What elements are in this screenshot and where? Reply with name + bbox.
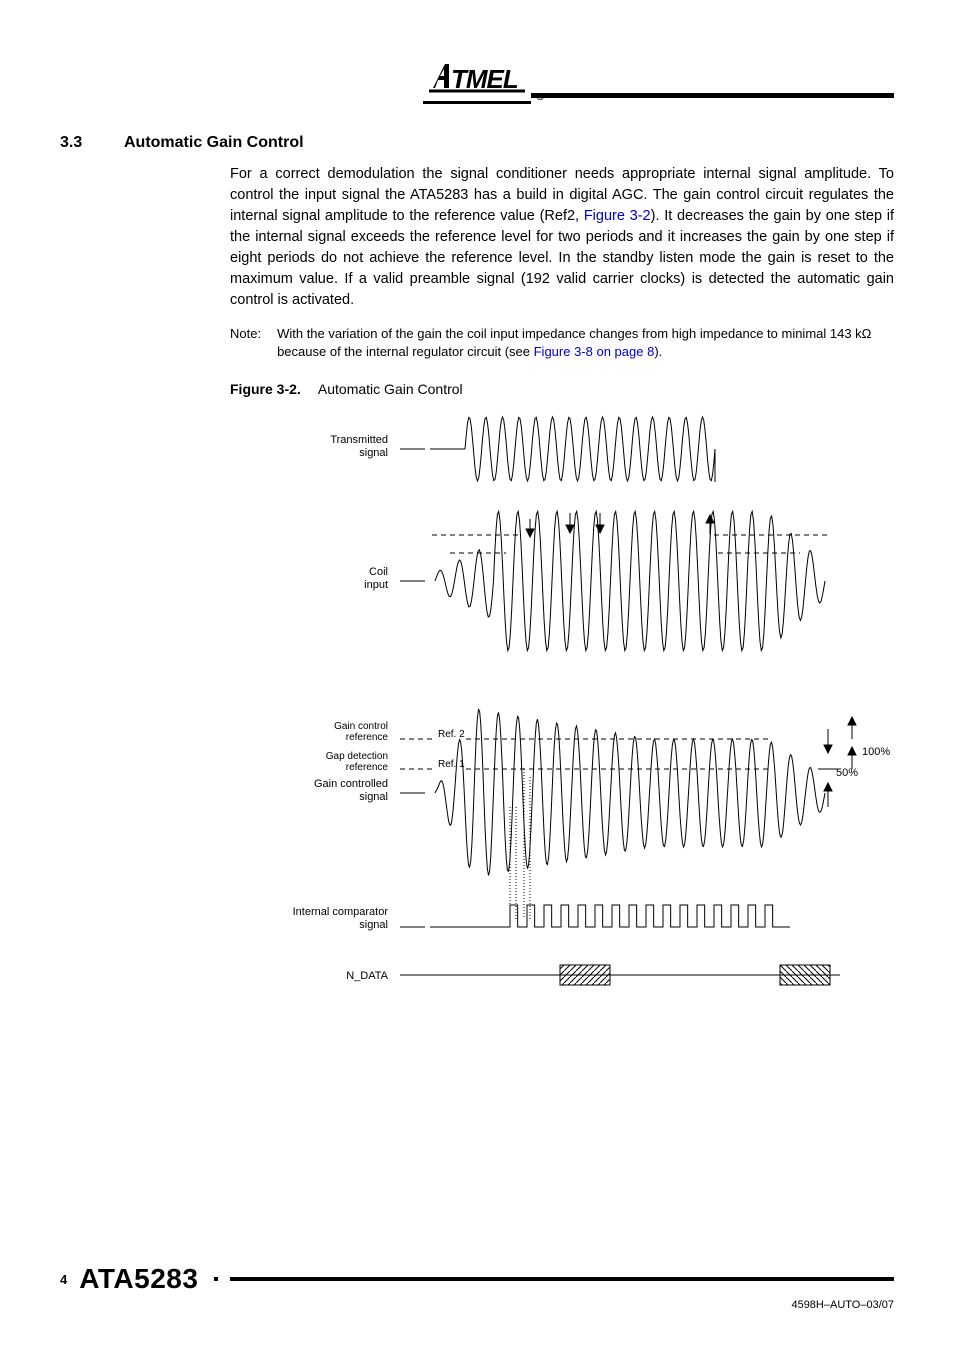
doc-reference: 4598H–AUTO–03/07 bbox=[60, 1299, 894, 1311]
label-gain-ctrl-sig: Gain controlledsignal bbox=[314, 778, 388, 803]
label-coil: Coilinput bbox=[364, 566, 388, 591]
label-ref2: Ref. 2 bbox=[438, 729, 465, 740]
atmel-logo: TMEL ® bbox=[423, 60, 531, 104]
percent-arrows bbox=[818, 717, 856, 807]
footer-rule-short bbox=[214, 1277, 218, 1281]
timing-diagram: Transmittedsignal Coilinput Gain control… bbox=[270, 407, 854, 1032]
section-heading: 3.3 Automatic Gain Control bbox=[60, 134, 894, 152]
page-number: 4 bbox=[60, 1272, 67, 1287]
note-figure-link[interactable]: Figure 3-8 on page 8 bbox=[534, 344, 655, 359]
ndata-region-1 bbox=[560, 965, 610, 985]
note-label: Note: bbox=[230, 325, 261, 361]
label-comparator: Internal comparatorsignal bbox=[293, 906, 389, 931]
label-50: 50% bbox=[836, 767, 858, 779]
section-number: 3.3 bbox=[60, 134, 100, 152]
figure-link[interactable]: Figure 3-2 bbox=[584, 208, 651, 224]
header-rule bbox=[510, 93, 894, 98]
figure-label: Figure 3-2. bbox=[230, 381, 301, 397]
ndata-region-2 bbox=[780, 965, 830, 985]
note: Note: With the variation of the gain the… bbox=[230, 325, 894, 361]
note-text-2: ). bbox=[654, 344, 662, 359]
label-transmitted: Transmittedsignal bbox=[330, 434, 388, 459]
figure-title: Automatic Gain Control bbox=[318, 381, 463, 397]
header-logo-rule: TMEL ® bbox=[60, 60, 894, 104]
registered-icon: ® bbox=[537, 92, 543, 103]
section-title: Automatic Gain Control bbox=[124, 134, 304, 152]
label-ref1: Ref. 1 bbox=[438, 759, 465, 770]
note-text: With the variation of the gain the coil … bbox=[277, 325, 894, 361]
label-gain-ctrl-ref: Gain controlreference bbox=[334, 721, 388, 743]
figure-caption: Figure 3-2. Automatic Gain Control bbox=[230, 381, 894, 397]
label-gap-det-ref: Gap detectionreference bbox=[326, 751, 389, 773]
footer-rule bbox=[230, 1277, 894, 1281]
label-ndata: N_DATA bbox=[346, 970, 388, 982]
product-name: ATA5283 bbox=[79, 1263, 198, 1295]
page-footer: 4 ATA5283 4598H–AUTO–03/07 bbox=[60, 1263, 894, 1311]
label-100: 100% bbox=[862, 746, 890, 758]
body-paragraph: For a correct demodulation the signal co… bbox=[230, 164, 894, 311]
